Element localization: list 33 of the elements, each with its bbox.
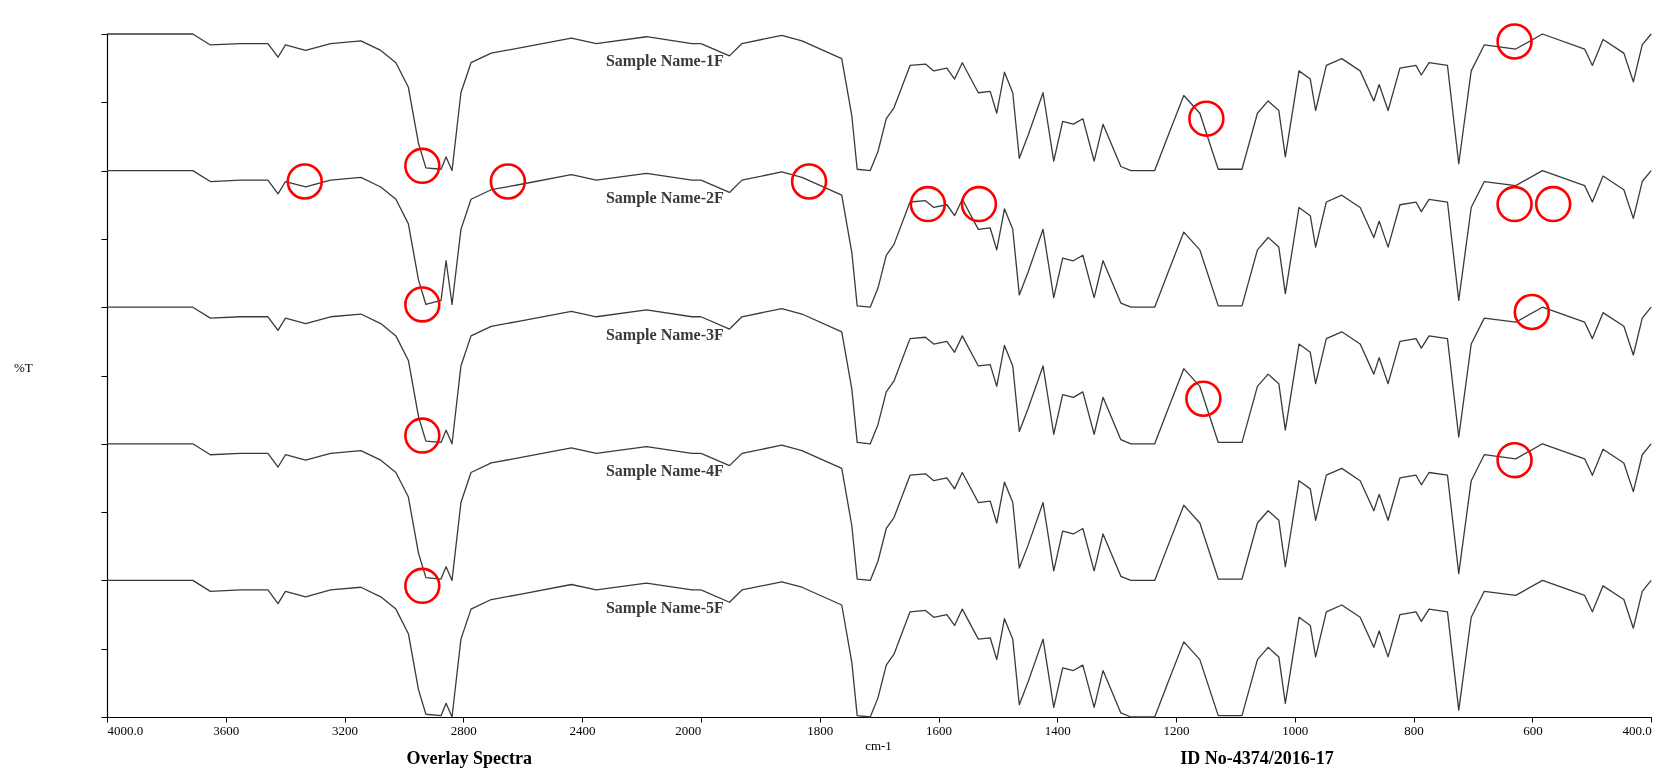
point bbox=[1185, 380, 1222, 417]
x-tick-label: 1000 bbox=[1282, 722, 1309, 738]
x-tick-label: 1400 bbox=[1044, 722, 1071, 738]
y-axis-title: %T bbox=[14, 360, 33, 376]
point bbox=[1188, 100, 1225, 137]
x-tick-label: 2000 bbox=[675, 722, 702, 738]
x-tick-label: 400.0 bbox=[1622, 722, 1652, 738]
x-tick-label: 3600 bbox=[213, 722, 240, 738]
point bbox=[1496, 441, 1533, 479]
series-label: Sample Name-5F bbox=[605, 598, 724, 617]
x-axis-title: cm-1 bbox=[865, 737, 892, 753]
x-tick-label: 4000.0 bbox=[107, 722, 144, 738]
x-tick-label: 1200 bbox=[1163, 722, 1190, 738]
x-tick-label: 2800 bbox=[450, 722, 477, 738]
point bbox=[1534, 185, 1572, 223]
x-tick-label: 3200 bbox=[332, 722, 359, 738]
point bbox=[1496, 23, 1533, 60]
point bbox=[909, 185, 947, 223]
x-tick-label: 1600 bbox=[926, 722, 953, 738]
point bbox=[790, 163, 828, 200]
point bbox=[960, 185, 998, 223]
series-label: Sample Name-2F bbox=[605, 188, 724, 207]
x-tick-label: 1800 bbox=[807, 722, 834, 738]
series-label: Sample Name-4F bbox=[605, 462, 724, 481]
x-tick-label: 600 bbox=[1523, 722, 1543, 738]
text: ID No-4374/2016-17 bbox=[1180, 748, 1334, 769]
x-tick-label: 800 bbox=[1404, 722, 1424, 738]
text: Overlay Spectra bbox=[406, 748, 532, 769]
x-tick-label: 2400 bbox=[569, 722, 596, 738]
point bbox=[1496, 185, 1533, 223]
point bbox=[1513, 293, 1551, 331]
series-label: Sample Name-1F bbox=[605, 52, 724, 71]
series-label: Sample Name-3F bbox=[605, 325, 724, 344]
